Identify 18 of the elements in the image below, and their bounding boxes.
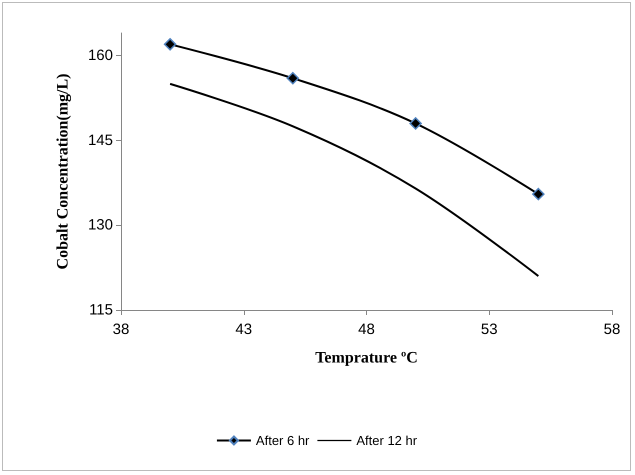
y-tick-label: 130 [88,216,113,234]
x-tick-label: 48 [358,321,375,338]
point [532,188,545,200]
legend-label: After 6 hr [256,433,310,448]
y-tick-label: 145 [88,132,113,149]
point [164,38,176,51]
line-series [169,82,540,278]
x-tick-label: 58 [604,321,620,338]
y-axis-title: Cobalt Concentration(mg/L) [54,74,72,270]
point [286,72,300,84]
point [409,117,422,130]
x-axis-title: Temprature ºC [315,350,418,366]
legend-label: After 12 hr [356,433,418,448]
x-tick-label: 43 [235,321,252,338]
x-tick-label: 53 [480,321,498,338]
y-tick-label: 115 [89,302,113,318]
y-tick-label: 160 [88,47,113,64]
x-tick-label: 38 [112,321,130,338]
